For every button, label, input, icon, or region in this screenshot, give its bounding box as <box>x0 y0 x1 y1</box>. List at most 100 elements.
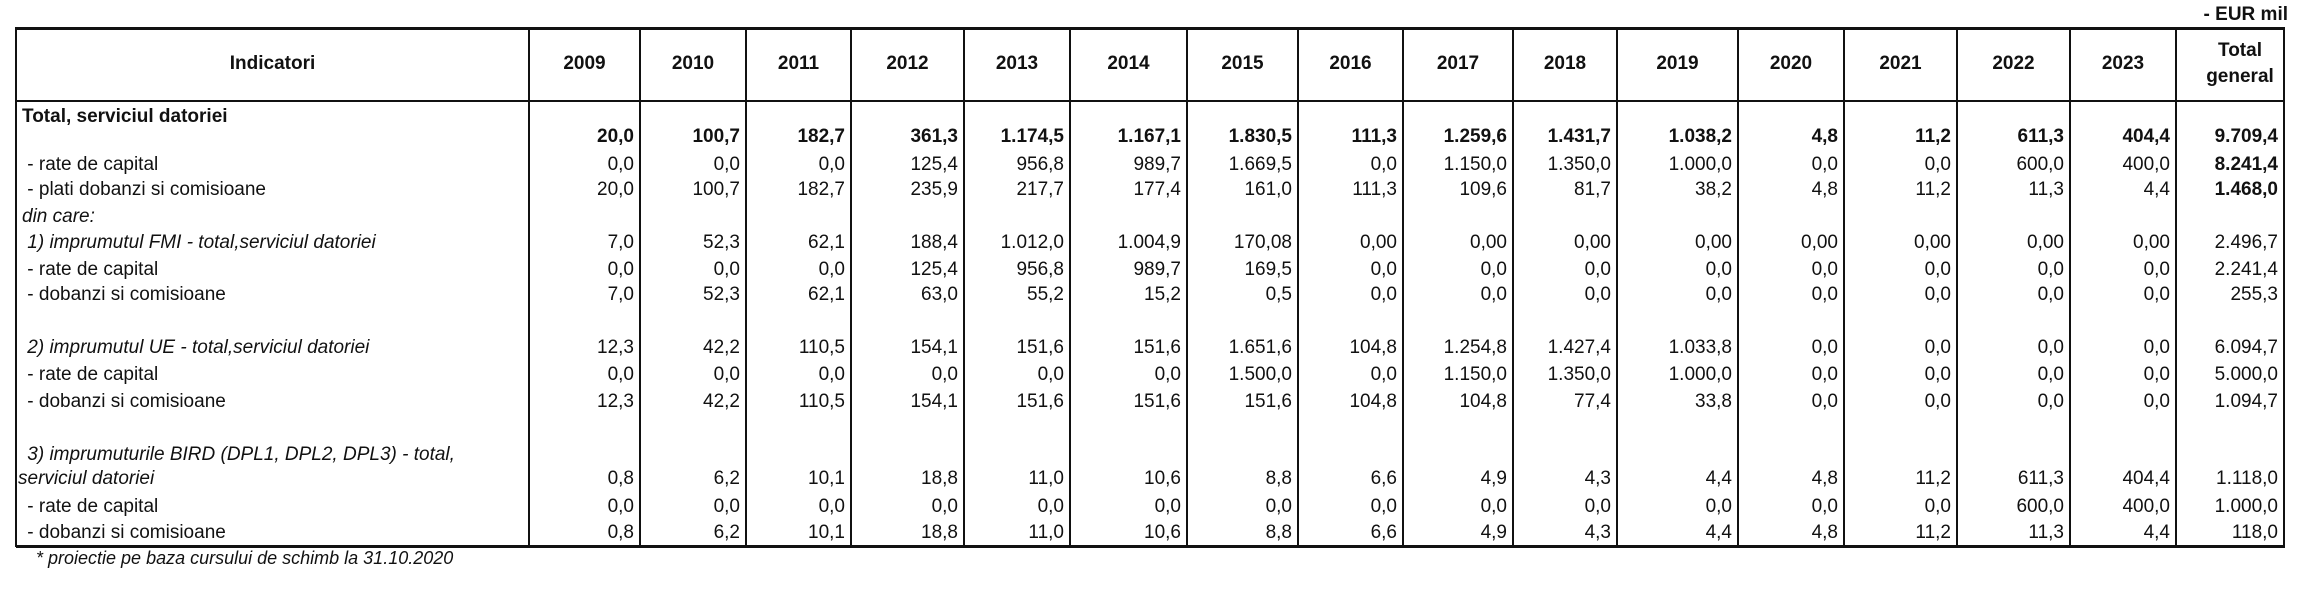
table-cell: 100,7 <box>692 126 740 147</box>
total-cell: 2.241,4 <box>2214 259 2278 280</box>
table-cell: 20,0 <box>597 126 634 147</box>
table-cell: 0,0 <box>607 259 634 280</box>
table-cell: 0,0 <box>2143 391 2170 412</box>
table-cell: 4,9 <box>1480 522 1507 543</box>
table-cell: 217,7 <box>1016 179 1064 200</box>
table-cell: 0,0 <box>1924 154 1951 175</box>
table-cell: 42,2 <box>703 337 740 358</box>
table-cell: 6,6 <box>1370 468 1397 489</box>
table-cell: 11,3 <box>2028 179 2064 200</box>
table-cell: 1.004,9 <box>1117 232 1181 253</box>
table-cell: 4,8 <box>1811 468 1838 489</box>
row-label: - dobanzi si comisioane <box>22 284 226 305</box>
table-cell: 4,4 <box>2143 179 2170 200</box>
table-cell: 404,4 <box>2122 468 2170 489</box>
table-cell: 42,2 <box>703 391 740 412</box>
table-cell: 0,00 <box>1695 232 1732 253</box>
table-cell: 0,0 <box>713 496 740 517</box>
table-cell: 0,0 <box>1811 364 1838 385</box>
table-cell: 0,8 <box>607 468 634 489</box>
column-divider <box>1186 27 1188 547</box>
table-cell: 0,0 <box>1370 284 1397 305</box>
table-cell: 0,0 <box>1037 496 1064 517</box>
table-cell: 0,0 <box>713 259 740 280</box>
table-cell: 0,0 <box>1584 496 1611 517</box>
table-cell: 0,0 <box>1705 259 1732 280</box>
row-label: - rate de capital <box>22 496 159 517</box>
table-cell: 989,7 <box>1133 259 1181 280</box>
table-cell: 151,6 <box>1244 391 1292 412</box>
table-cell: 1.150,0 <box>1443 154 1507 175</box>
table-cell: 0,0 <box>1924 391 1951 412</box>
table-cell: 0,0 <box>1811 496 1838 517</box>
row-label: - rate de capital <box>22 154 159 175</box>
row-label: 3) imprumuturile BIRD (DPL1, DPL2, DPL3)… <box>22 444 455 465</box>
table-cell: 611,3 <box>2017 126 2065 147</box>
table-cell: 62,1 <box>808 284 845 305</box>
table-cell: 361,3 <box>910 126 958 147</box>
table-cell: 18,8 <box>921 468 958 489</box>
table-cell: 7,0 <box>607 284 634 305</box>
table-cell: 77,4 <box>1574 391 1611 412</box>
header-year: 2017 <box>1436 53 1480 74</box>
table-cell: 4,8 <box>1811 179 1838 200</box>
table-cell: 100,7 <box>692 179 740 200</box>
row-label: - plati dobanzi si comisioane <box>22 179 266 200</box>
table-cell: 0,0 <box>1370 364 1397 385</box>
table-cell: 151,6 <box>1016 337 1064 358</box>
table-cell: 0,0 <box>1370 259 1397 280</box>
header-year: 2011 <box>777 53 820 74</box>
table-cell: 52,3 <box>703 284 740 305</box>
table-cell: 6,6 <box>1370 522 1397 543</box>
table-cell: 1.254,8 <box>1443 337 1507 358</box>
table-cell: 0,0 <box>1480 496 1507 517</box>
total-cell: 1.468,0 <box>2214 179 2278 200</box>
table-cell: 0,0 <box>1370 496 1397 517</box>
total-cell: 6.094,7 <box>2214 337 2278 358</box>
table-cell: 0,00 <box>1914 232 1951 253</box>
table-cell: 1.150,0 <box>1443 364 1507 385</box>
table-cell: 10,1 <box>808 468 845 489</box>
table-cell: 0,0 <box>1584 259 1611 280</box>
total-cell: 118,0 <box>2231 522 2278 543</box>
column-divider <box>1297 27 1299 547</box>
table-cell: 4,4 <box>2143 522 2170 543</box>
header-year: 2012 <box>886 53 929 74</box>
table-cell: 1.038,2 <box>1668 126 1732 147</box>
table-cell: 0,0 <box>1924 337 1951 358</box>
table-cell: 1.350,0 <box>1547 154 1611 175</box>
table-cell: 10,1 <box>808 522 845 543</box>
table-cell: 0,0 <box>818 154 845 175</box>
table-cell: 0,0 <box>1480 259 1507 280</box>
column-divider <box>2283 27 2285 547</box>
table-cell: 11,2 <box>1915 126 1951 147</box>
table-cell: 611,3 <box>2017 468 2064 489</box>
table-cell: 55,2 <box>1027 284 1064 305</box>
table-cell: 104,8 <box>1459 391 1507 412</box>
column-divider <box>639 27 641 547</box>
table-cell: 0,00 <box>1360 232 1397 253</box>
table-cell: 1.000,0 <box>1668 364 1732 385</box>
table-cell: 81,7 <box>1574 179 1611 200</box>
row-label: Total, serviciul datoriei <box>22 106 228 127</box>
table-cell: 154,1 <box>910 391 958 412</box>
table-cell: 400,0 <box>2122 154 2170 175</box>
total-cell: 5.000,0 <box>2214 364 2278 385</box>
table-cell: 0,0 <box>2037 364 2064 385</box>
table-cell: 104,8 <box>1349 337 1397 358</box>
row-label-continued: serviciul datoriei <box>18 468 155 489</box>
table-cell: 0,0 <box>1584 284 1611 305</box>
table-cell: 1.259,6 <box>1443 126 1507 147</box>
header-year: 2023 <box>2101 53 2145 74</box>
total-cell: 8.241,4 <box>2214 154 2278 175</box>
column-divider <box>15 27 17 547</box>
table-cell: 151,6 <box>1133 337 1181 358</box>
table-cell: 188,4 <box>910 232 958 253</box>
table-cell: 111,3 <box>1352 179 1397 200</box>
column-divider <box>1737 27 1739 547</box>
total-cell: 1.118,0 <box>2216 468 2278 489</box>
table-cell: 11,0 <box>1028 522 1064 543</box>
table-cell: 0,0 <box>2143 284 2170 305</box>
table-cell: 4,8 <box>1811 126 1838 147</box>
header-indicatori: Indicatori <box>229 53 316 74</box>
